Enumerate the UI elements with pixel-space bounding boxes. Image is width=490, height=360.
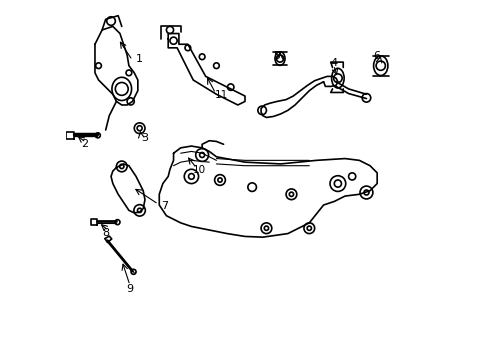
Text: 1: 1 [136,54,143,64]
Text: 11: 11 [215,90,228,100]
Text: 6: 6 [374,51,381,61]
Text: 3: 3 [142,133,148,143]
Text: 10: 10 [193,165,206,175]
Text: 4: 4 [330,58,337,68]
Text: 9: 9 [126,284,134,294]
Text: 8: 8 [102,228,109,238]
Text: 7: 7 [161,201,168,211]
Text: 2: 2 [81,139,88,149]
Text: 5: 5 [273,51,280,61]
